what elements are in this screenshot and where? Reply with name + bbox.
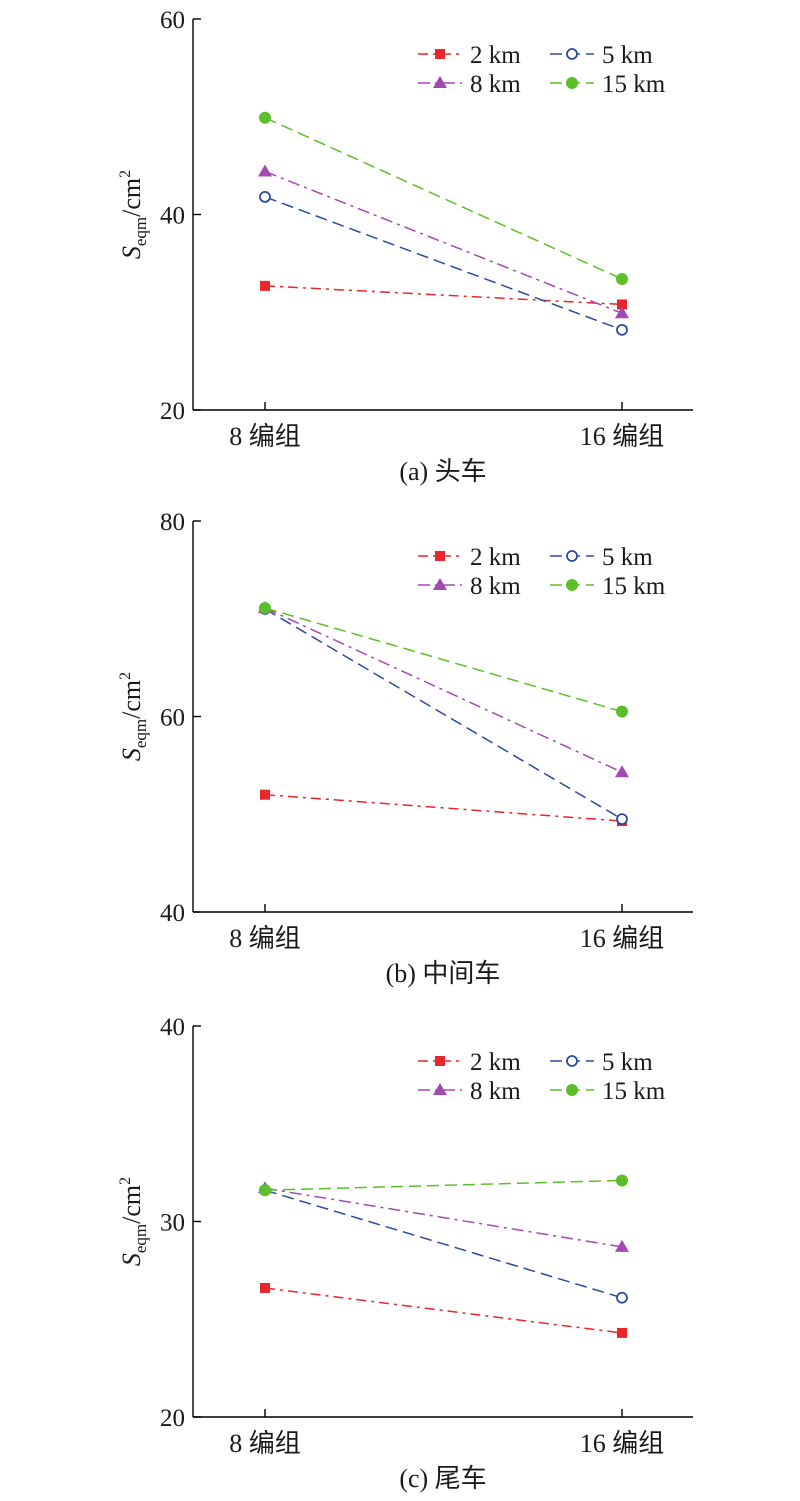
chart-panel-2: 40 60 80 8 编组 16 编组 Seqm/cm2 2 km 5 km 8 km 15 km… <box>117 509 693 988</box>
panel-caption: (b) 中间车 <box>386 959 501 988</box>
legend-marker <box>435 1056 445 1066</box>
data-point <box>615 765 629 778</box>
series-line <box>264 608 623 820</box>
data-point <box>259 1184 271 1197</box>
legend-marker <box>435 49 445 59</box>
series-line <box>264 607 623 713</box>
legend-label: 2 km <box>470 42 521 69</box>
y-tick-label: 40 <box>160 900 185 927</box>
legend-marker <box>566 1084 578 1096</box>
data-point <box>616 1291 628 1304</box>
series-line <box>264 793 623 822</box>
chart-panel-3: 20 30 40 8 编组 16 编组 Seqm/cm2 2 km 5 km 8 km 15 km… <box>117 1014 693 1493</box>
series-line <box>264 117 623 280</box>
panel-caption: (c) 尾车 <box>399 1464 486 1493</box>
data-point <box>260 1282 270 1293</box>
x-tick-label: 16 编组 <box>580 422 665 451</box>
data-point <box>258 164 272 177</box>
data-point <box>617 299 627 310</box>
legend: 2 km 5 km 8 km 15 km <box>418 1049 666 1105</box>
x-tick-label: 16 编组 <box>580 1429 665 1458</box>
series-line <box>264 1187 623 1248</box>
series-line <box>264 1287 623 1334</box>
data-point <box>616 705 628 718</box>
data-point <box>259 191 271 203</box>
data-point <box>616 323 628 336</box>
data-point <box>615 306 629 319</box>
data-point <box>615 1239 629 1252</box>
data-point <box>260 789 270 800</box>
y-tick-label: 30 <box>160 1210 185 1237</box>
panel-caption: (a) 头车 <box>399 457 486 486</box>
legend-marker <box>433 76 447 88</box>
series-line <box>264 607 623 773</box>
data-point <box>617 1327 627 1338</box>
series-line <box>264 1179 623 1191</box>
y-tick-label: 40 <box>160 203 185 230</box>
y-axis-label: Seqm/cm2 <box>117 1177 150 1266</box>
data-point <box>616 1174 628 1187</box>
legend: 2 km 5 km 8 km 15 km <box>418 42 666 98</box>
data-point <box>616 273 628 286</box>
legend-label: 15 km <box>602 1078 666 1105</box>
series-line <box>264 196 623 331</box>
y-tick-label: 80 <box>160 509 185 536</box>
legend-marker <box>435 551 445 561</box>
legend-marker <box>566 77 578 89</box>
legend-label: 2 km <box>470 544 521 571</box>
x-tick-label: 16 编组 <box>580 924 665 953</box>
legend: 2 km 5 km 8 km 15 km <box>418 544 666 600</box>
chart-panel-1: 20 40 60 8 编组 16 编组 Seqm/cm2 2 km 5 km 8 km 15 km… <box>117 7 693 486</box>
legend-marker <box>566 48 578 60</box>
data-point <box>259 111 271 124</box>
data-point <box>259 601 271 614</box>
series-line <box>264 1189 623 1299</box>
y-tick-label: 40 <box>160 1014 185 1041</box>
data-point <box>616 813 628 826</box>
series-line <box>264 170 623 314</box>
legend-label: 2 km <box>470 1049 521 1076</box>
legend-label: 15 km <box>602 71 666 98</box>
legend-label: 8 km <box>470 1078 521 1105</box>
legend-marker <box>566 1055 578 1067</box>
legend-marker <box>566 579 578 591</box>
data-point <box>260 280 270 291</box>
legend-label: 15 km <box>602 573 666 600</box>
legend-label: 5 km <box>602 42 653 69</box>
legend-label: 8 km <box>470 573 521 600</box>
legend-marker <box>433 1083 447 1095</box>
x-tick-label: 8 编组 <box>229 422 301 451</box>
legend-label: 5 km <box>602 1049 653 1076</box>
y-tick-label: 20 <box>160 1405 185 1432</box>
series-line <box>264 285 623 306</box>
x-tick-label: 8 编组 <box>229 1429 301 1458</box>
y-tick-label: 60 <box>160 7 185 34</box>
legend-label: 8 km <box>470 71 521 98</box>
legend-label: 5 km <box>602 544 653 571</box>
y-tick-label: 20 <box>160 398 185 425</box>
y-axis-label: Seqm/cm2 <box>117 672 150 761</box>
legend-marker <box>566 550 578 562</box>
x-tick-label: 8 编组 <box>229 924 301 953</box>
y-tick-label: 60 <box>160 705 185 732</box>
y-axis-label: Seqm/cm2 <box>117 170 150 259</box>
legend-marker <box>433 578 447 590</box>
